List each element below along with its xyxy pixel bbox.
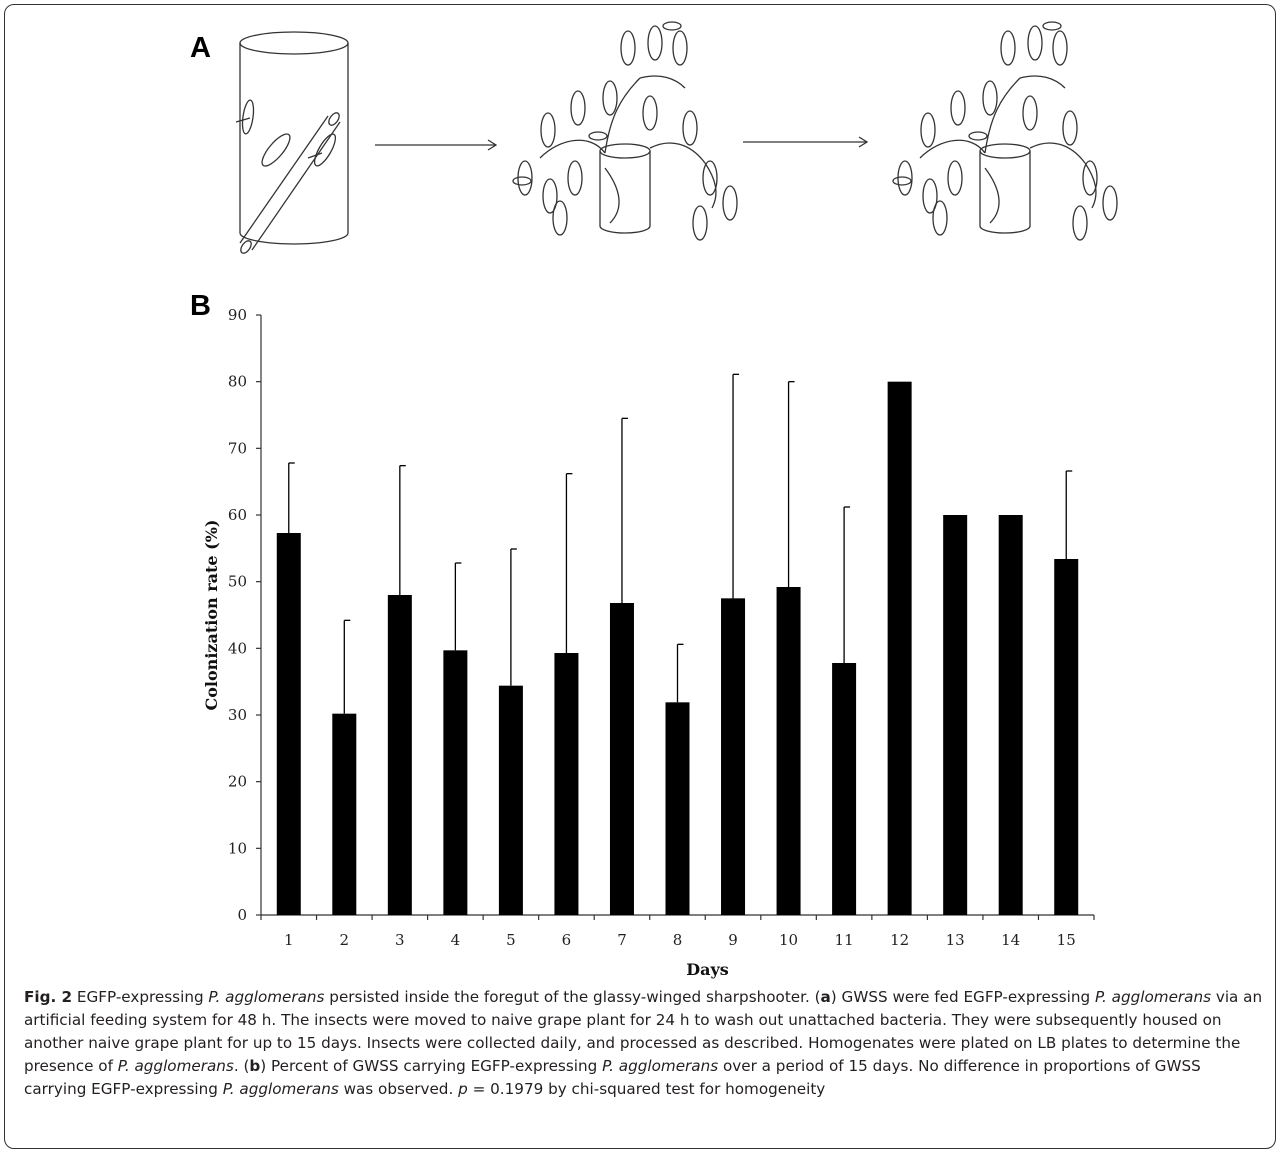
caption-text: over a period of 15 days. No difference … xyxy=(24,1057,1201,1098)
bar xyxy=(832,663,857,915)
caption-species: P. agglomerans xyxy=(1094,988,1212,1006)
x-tick-label: 14 xyxy=(1001,931,1020,949)
caption-species: P. agglomerans xyxy=(222,1080,339,1098)
bar xyxy=(665,702,690,915)
y-tick-label: 10 xyxy=(228,839,247,857)
x-tick-label: 8 xyxy=(673,931,683,949)
panel-b-label: B xyxy=(190,290,211,322)
caption-text: via an artificial feeding system for 48 … xyxy=(24,988,1263,1075)
chart-error-bars xyxy=(288,373,1073,714)
arrow-icon xyxy=(375,139,498,151)
y-tick-label: 90 xyxy=(228,306,247,324)
x-tick-label: 5 xyxy=(506,931,516,949)
panel-a-label: A xyxy=(190,32,211,64)
caption-text: = 0.1979 by chi-squared test for homogen… xyxy=(467,1080,826,1098)
bar xyxy=(443,650,468,915)
caption-panel-ref: a xyxy=(820,988,831,1006)
bar xyxy=(276,533,301,915)
caption-text: ) Percent of GWSS carrying EGFP-expressi… xyxy=(260,1057,603,1075)
x-tick-label: 7 xyxy=(617,931,627,949)
caption-text: was observed. xyxy=(338,1080,459,1098)
y-tick-label: 40 xyxy=(228,639,247,657)
caption-panel-ref: b xyxy=(249,1057,261,1075)
bar xyxy=(387,595,412,915)
caption-species: P. agglomerans xyxy=(602,1057,719,1075)
y-tick-label: 80 xyxy=(228,373,247,391)
grape-plant-illustration xyxy=(512,21,738,241)
y-tick-label: 20 xyxy=(228,773,247,791)
bar xyxy=(1054,559,1079,915)
y-axis-title: Colonization rate (%) xyxy=(202,520,221,711)
x-tick-label: 6 xyxy=(562,931,572,949)
bar xyxy=(998,515,1023,915)
feeding-schematic xyxy=(235,21,1118,254)
y-tick-label: 70 xyxy=(228,439,247,457)
bar xyxy=(887,381,912,916)
y-tick-label: 60 xyxy=(228,506,247,524)
arrow-icon xyxy=(743,136,869,148)
caption-species: P. agglomerans xyxy=(117,1057,234,1075)
bar xyxy=(332,713,357,915)
figure-caption: Fig. 2 EGFP-expressing P. agglomerans pe… xyxy=(24,986,1264,1101)
bar xyxy=(609,603,634,915)
bar xyxy=(943,515,968,915)
x-tick-label: 2 xyxy=(340,931,350,949)
x-tick-label: 4 xyxy=(451,931,461,949)
caption-text: ) GWSS were fed EGFP-expressing xyxy=(830,988,1095,1006)
chart-bars xyxy=(276,381,1079,916)
caption-text: . ( xyxy=(233,1057,250,1075)
y-tick-label: 30 xyxy=(228,706,247,724)
bar xyxy=(554,653,579,915)
x-tick-label: 15 xyxy=(1057,931,1076,949)
x-tick-label: 10 xyxy=(779,931,798,949)
y-tick-label: 50 xyxy=(228,573,247,591)
caption-species: P. agglomerans xyxy=(208,988,325,1006)
feeding-cylinder-illustration xyxy=(235,31,349,254)
bar xyxy=(776,587,801,915)
grape-plant-illustration xyxy=(892,21,1118,241)
caption-text: persisted inside the foregut of the glas… xyxy=(324,988,821,1006)
x-tick-label: 9 xyxy=(728,931,738,949)
y-tick-label: 0 xyxy=(237,906,247,924)
caption-p-symbol: p xyxy=(458,1080,468,1098)
caption-fig-label: Fig. 2 xyxy=(24,988,73,1006)
x-tick-label: 13 xyxy=(946,931,965,949)
x-tick-label: 1 xyxy=(284,931,294,949)
caption-text: EGFP-expressing xyxy=(72,988,209,1006)
x-tick-label: 3 xyxy=(395,931,405,949)
x-tick-label: 12 xyxy=(890,931,909,949)
bar xyxy=(498,685,523,915)
bar xyxy=(721,598,746,915)
x-axis-title: Days xyxy=(686,960,729,979)
x-tick-label: 11 xyxy=(835,931,854,949)
figure-frame xyxy=(4,4,1276,1149)
